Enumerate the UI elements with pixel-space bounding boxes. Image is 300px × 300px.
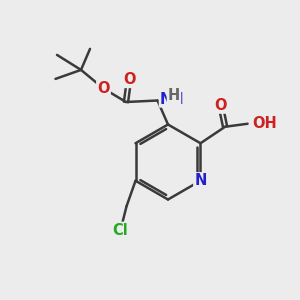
Text: H: H: [168, 88, 180, 104]
Text: O: O: [123, 72, 135, 87]
Text: O: O: [214, 98, 227, 113]
Text: N: N: [194, 173, 207, 188]
Text: OH: OH: [252, 116, 277, 131]
Text: O: O: [97, 81, 110, 96]
Text: Cl: Cl: [112, 223, 128, 238]
Text: NH: NH: [160, 92, 184, 106]
